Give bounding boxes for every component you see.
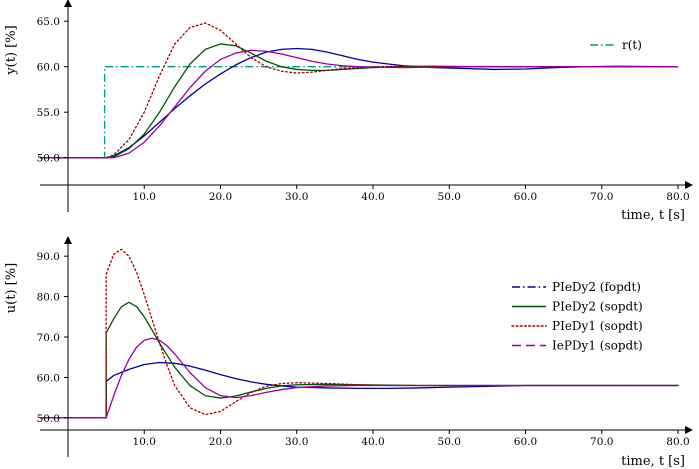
bottom-legend-label-0: PIeDy2 (fopdt): [552, 280, 641, 294]
top-series-line-2: [40, 43, 678, 159]
bottom-legend-label-1: PIeDy2 (sopdt): [552, 300, 643, 314]
top-series-layer: [39, 22, 679, 159]
bottom-series-line-2: [39, 248, 679, 419]
bottom-x-tick-label-5: 60.0: [514, 436, 537, 448]
bottom-chart-panel: 10.0 20.0 30.0 40.0 50.0 60.0 70.0 80.0 50.0 60.0…: [4, 236, 693, 469]
top-y-tick-label-0: 50.0: [37, 153, 60, 165]
bottom-y-axis-label: u(t) [%]: [4, 263, 19, 313]
top-y-tick-label-3: 65.0: [37, 16, 60, 28]
bottom-legend: PIeDy2 (fopdt) PIeDy2 (sopdt) PIeDy1 (sopd…: [511, 280, 643, 353]
bottom-y-tick-label-0: 50.0: [37, 413, 60, 425]
top-series-line-4: [40, 49, 678, 159]
bottom-legend-label-2: PIeDy1 (sopdt): [552, 319, 643, 333]
top-x-tick-label-0: 10.0: [133, 191, 156, 203]
top-chart-panel: 10.0 20.0 30.0 40.0 50.0 60.0 70.0 80.0 50.0 55.0…: [4, 0, 693, 223]
bottom-y-tick-label-4: 90.0: [37, 251, 60, 263]
top-series-line-1: [40, 47, 679, 159]
top-y-tick-label-2: 60.0: [37, 62, 60, 74]
top-y-axis-label: y(t) [%]: [4, 25, 19, 75]
bottom-legend-label-3: IePDy1 (sopdt): [552, 339, 643, 353]
bottom-x-tick-label-6: 70.0: [590, 436, 613, 448]
bottom-y-tick-label-1: 60.0: [37, 372, 60, 384]
bottom-x-axis-label: time, t [s]: [621, 454, 685, 469]
bottom-series-line-3: [40, 337, 678, 419]
bottom-series-line-0: [40, 361, 678, 419]
bottom-x-tick-label-3: 40.0: [361, 436, 384, 448]
top-x-axis-label: time, t [s]: [621, 208, 685, 223]
bottom-x-tick-label-2: 30.0: [285, 436, 308, 448]
top-x-tick-label-3: 40.0: [361, 191, 384, 203]
bottom-x-tick-label-7: 80.0: [666, 436, 689, 448]
top-x-tick-label-4: 50.0: [438, 191, 461, 203]
bottom-y-tick-label-3: 80.0: [37, 292, 60, 304]
bottom-series-layer: [39, 248, 679, 419]
top-tick-layer: 10.0 20.0 30.0 40.0 50.0 60.0 70.0 80.0 50.0 55.0…: [37, 16, 690, 203]
top-series-line-0: [40, 66, 678, 159]
top-y-tick-label-1: 55.0: [37, 107, 60, 119]
bottom-tick-layer: 10.0 20.0 30.0 40.0 50.0 60.0 70.0 80.0 50.0 60.0…: [37, 251, 690, 448]
top-x-tick-label-5: 60.0: [514, 191, 537, 203]
bottom-y-tick-label-2: 70.0: [37, 332, 60, 344]
top-legend-label-0: r(t): [622, 38, 642, 52]
top-x-tick-label-1: 20.0: [209, 191, 232, 203]
bottom-x-tick-label-0: 10.0: [133, 436, 156, 448]
bottom-x-tick-label-4: 50.0: [438, 436, 461, 448]
top-x-tick-label-6: 70.0: [590, 191, 613, 203]
top-x-tick-label-7: 80.0: [666, 191, 689, 203]
top-x-tick-label-2: 30.0: [285, 191, 308, 203]
top-series-line-3: [39, 22, 679, 159]
bottom-x-tick-label-1: 20.0: [209, 436, 232, 448]
top-legend: r(t): [590, 38, 642, 52]
